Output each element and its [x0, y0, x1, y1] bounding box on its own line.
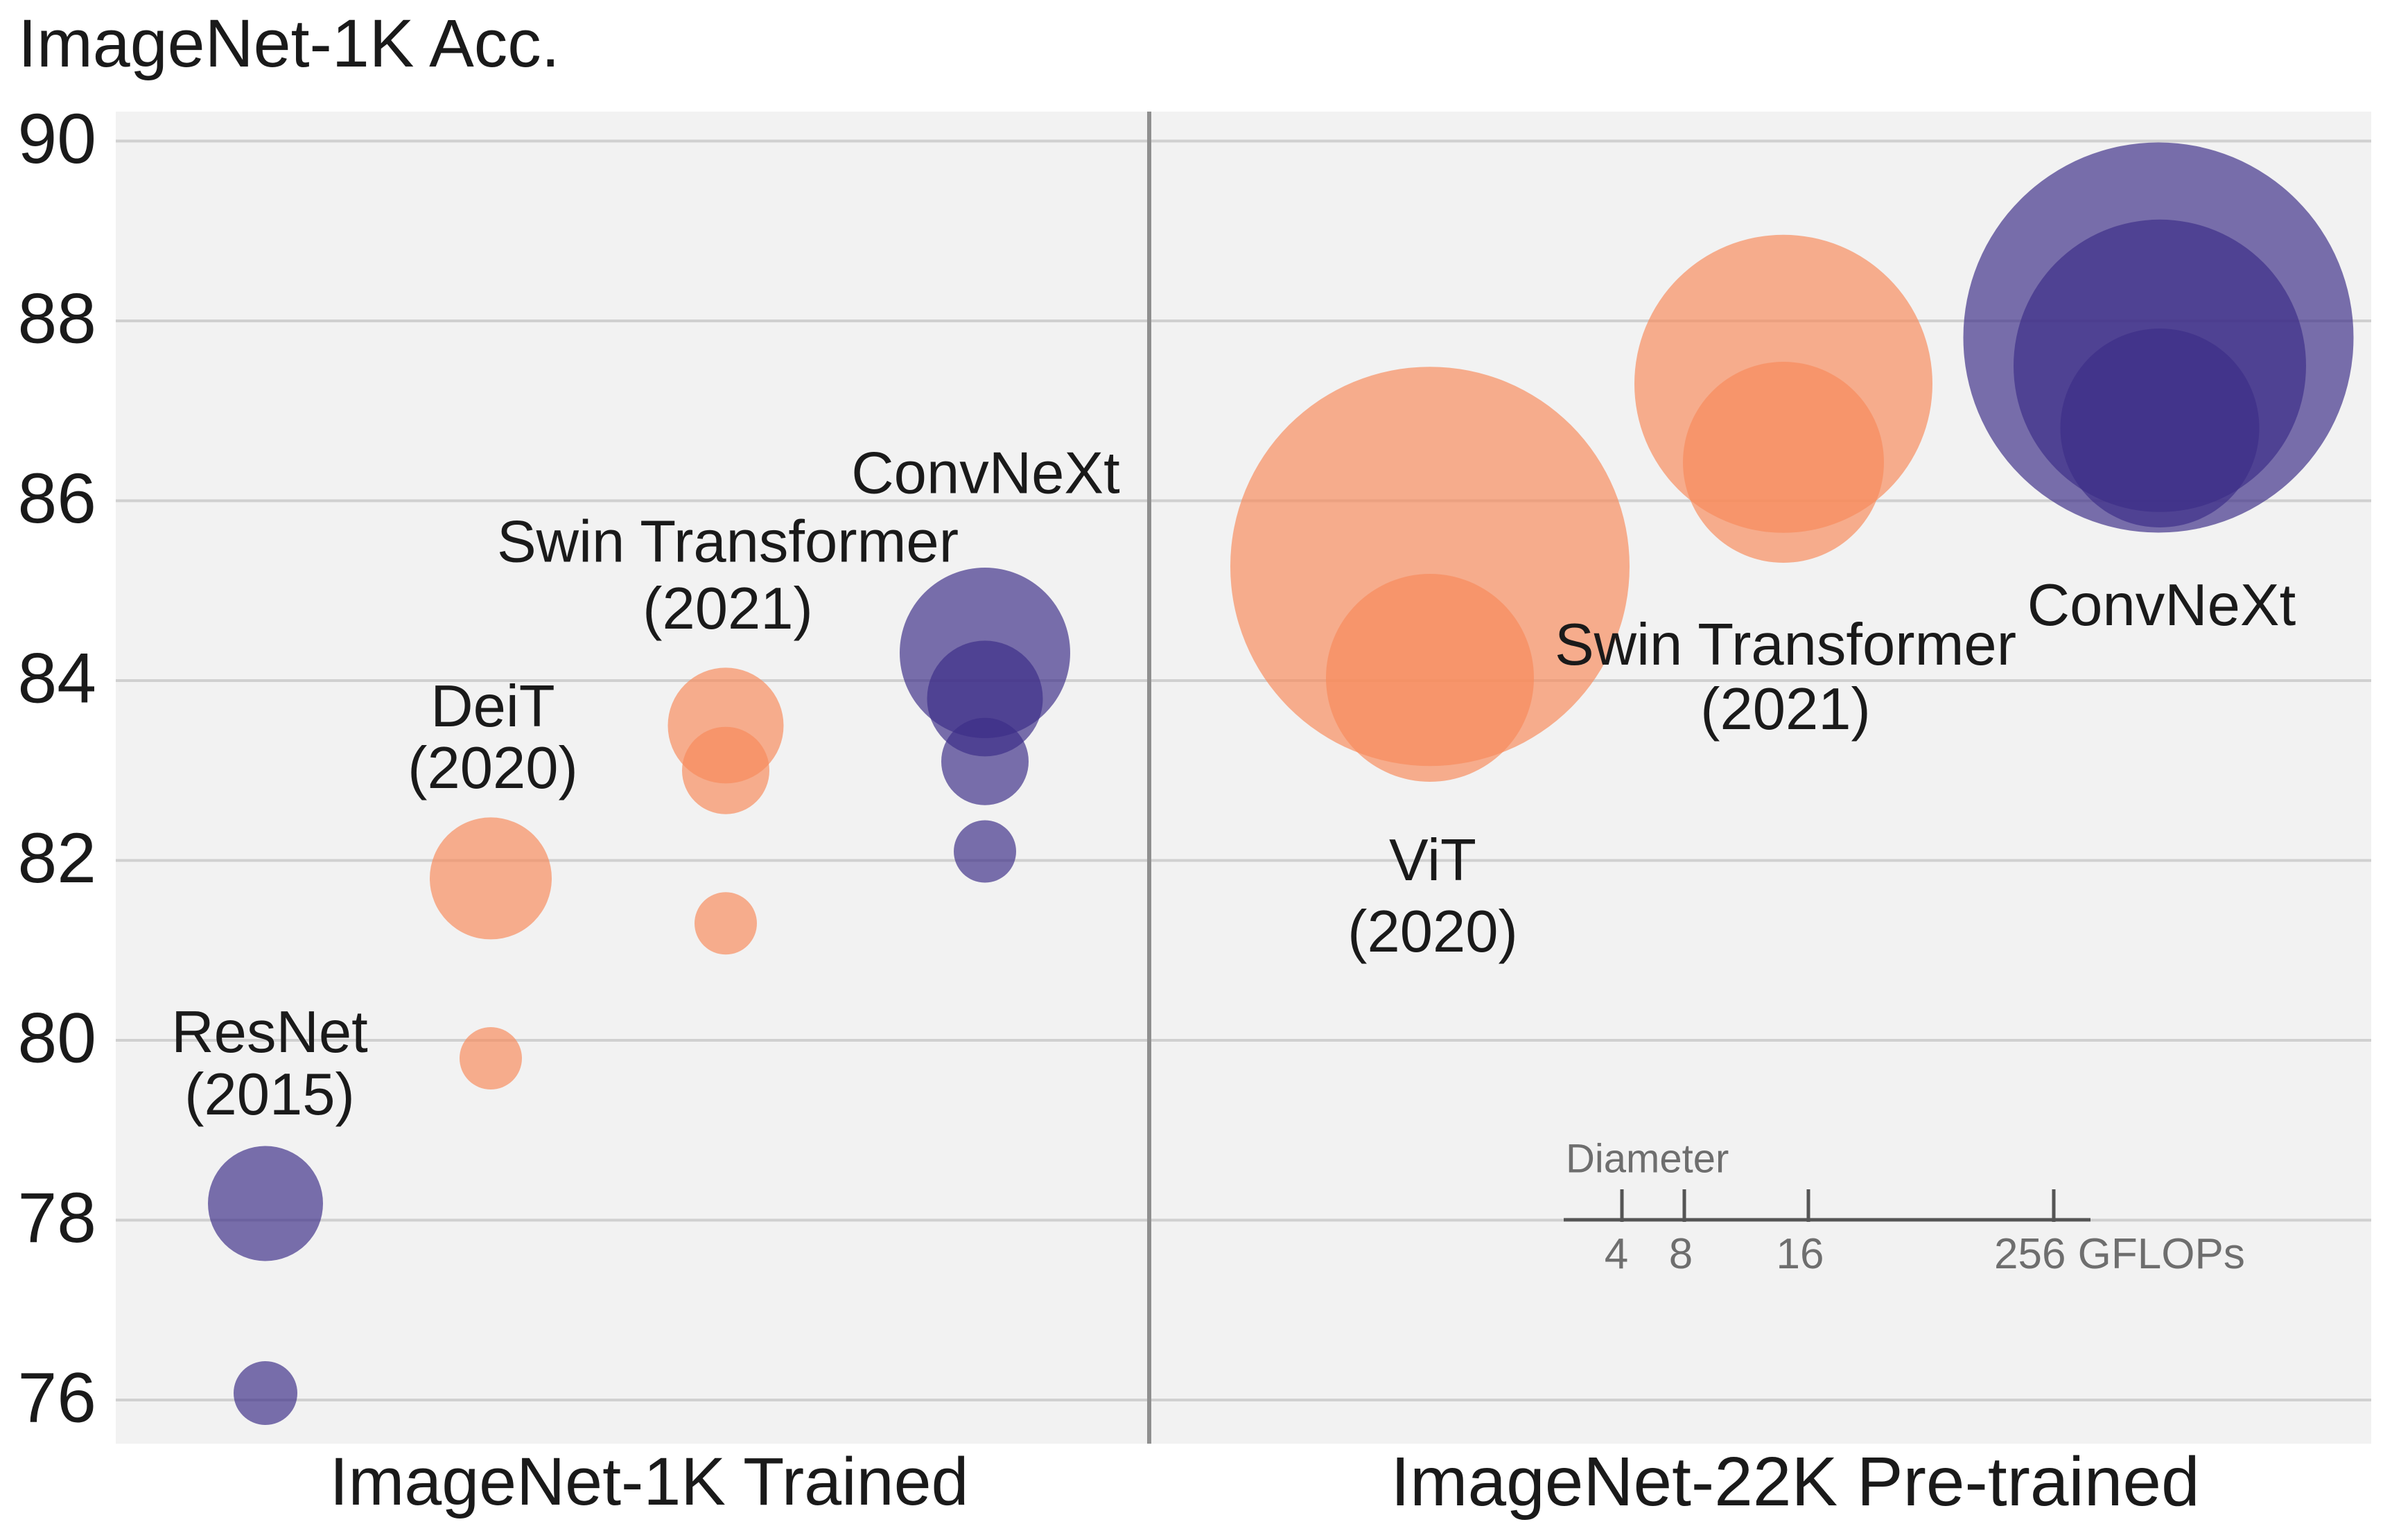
- svg-text:(2021): (2021): [1700, 676, 1871, 742]
- svg-text:88: 88: [18, 279, 96, 358]
- svg-text:8: 8: [1669, 1230, 1693, 1278]
- svg-text:ConvNeXt: ConvNeXt: [2027, 572, 2296, 638]
- svg-text:84: 84: [18, 639, 96, 718]
- svg-text:(2015): (2015): [184, 1062, 355, 1128]
- svg-text:(2020): (2020): [1347, 899, 1518, 965]
- svg-text:ImageNet-1K Acc.: ImageNet-1K Acc.: [18, 6, 560, 81]
- svg-text:80: 80: [18, 999, 96, 1078]
- svg-text:DeiT: DeiT: [430, 674, 555, 740]
- svg-text:(2020): (2020): [408, 735, 578, 801]
- svg-text:Swin Transformer: Swin Transformer: [497, 509, 959, 575]
- svg-text:ImageNet-1K Trained: ImageNet-1K Trained: [330, 1444, 969, 1519]
- svg-text:4: 4: [1605, 1230, 1628, 1278]
- svg-text:86: 86: [18, 459, 96, 538]
- svg-text:(2021): (2021): [643, 576, 813, 642]
- svg-text:ImageNet-22K Pre-trained: ImageNet-22K Pre-trained: [1390, 1443, 2199, 1521]
- svg-text:78: 78: [18, 1178, 96, 1257]
- svg-text:76: 76: [18, 1358, 96, 1437]
- svg-text:90: 90: [18, 99, 96, 178]
- svg-text:82: 82: [18, 819, 96, 898]
- svg-text:ResNet: ResNet: [171, 999, 367, 1065]
- svg-text:256 GFLOPs: 256 GFLOPs: [1994, 1230, 2245, 1278]
- svg-text:ViT: ViT: [1389, 828, 1476, 893]
- svg-text:Swin Transformer: Swin Transformer: [1555, 612, 2016, 678]
- svg-text:16: 16: [1776, 1230, 1824, 1278]
- svg-text:Diameter: Diameter: [1566, 1137, 1729, 1182]
- svg-text:ConvNeXt: ConvNeXt: [851, 441, 1119, 507]
